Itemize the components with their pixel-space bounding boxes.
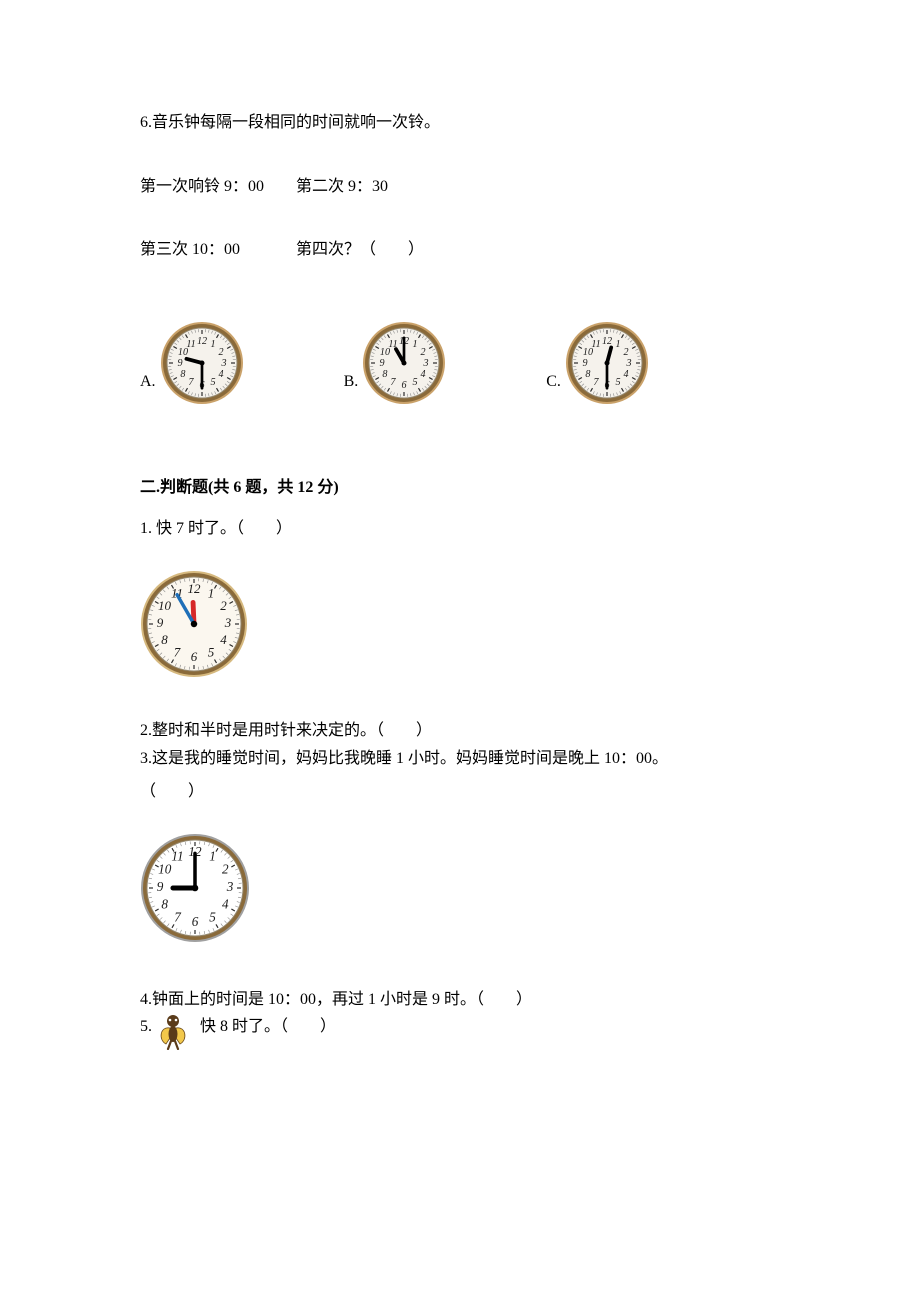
svg-text:8: 8 [585,369,590,380]
q6-ring3: 第三次 10：00 [140,241,240,258]
svg-text:3: 3 [423,358,429,369]
svg-text:3: 3 [226,879,234,894]
svg-text:6: 6 [192,914,199,929]
svg-text:9: 9 [582,358,587,369]
svg-text:11: 11 [171,848,183,863]
svg-text:8: 8 [383,369,388,380]
svg-text:5: 5 [208,644,215,659]
q6-ring1: 第一次响铃 9：00 [140,178,264,195]
q6-option-a: A. 123456789101112 [140,321,244,405]
svg-text:9: 9 [157,879,164,894]
svg-text:4: 4 [623,369,628,380]
q6-option-c: C. 123456789101112 [546,321,649,405]
clock-icon: 123456789101112 [362,321,446,405]
svg-text:1: 1 [208,586,215,601]
q6-option-b: B. 123456789101112 [344,321,447,405]
svg-text:2: 2 [220,598,227,613]
clock-icon: 123456789101112 [140,833,780,943]
s2-q3-blank: （ ） [140,779,780,805]
s2-q5: 5. 快 8 时了。（ ） [140,1014,780,1059]
svg-text:9: 9 [157,615,164,630]
svg-text:9: 9 [177,358,182,369]
svg-text:11: 11 [186,339,195,350]
svg-text:10: 10 [158,598,172,613]
s2-q5-rest: 快 8 时了。（ ） [200,1014,336,1040]
s2-q5-num: 5. [140,1014,152,1040]
svg-text:5: 5 [210,377,215,388]
cartoon-icon [156,1014,190,1059]
q6-ring4: 第四次？（ ） [296,241,424,258]
svg-text:3: 3 [224,615,232,630]
clock-icon: 123456789101112 [140,570,780,678]
svg-text:3: 3 [625,358,631,369]
q6-line2: 第一次响铃 9：00 第二次 9：30 [140,174,780,200]
svg-text:8: 8 [180,369,185,380]
svg-text:10: 10 [158,861,172,876]
s2-q1-text: 1. 快 7 时了。（ ） [140,516,780,542]
svg-text:4: 4 [421,369,426,380]
section2-header: 二.判断题(共 6 题，共 12 分) [140,475,780,501]
svg-text:1: 1 [209,848,216,863]
svg-text:1: 1 [210,339,215,350]
svg-text:8: 8 [161,632,168,647]
svg-text:4: 4 [220,632,227,647]
svg-text:6: 6 [402,380,407,391]
svg-text:2: 2 [623,347,628,358]
svg-text:1: 1 [615,339,620,350]
svg-text:12: 12 [188,581,202,596]
svg-text:5: 5 [209,909,216,924]
svg-text:5: 5 [615,377,620,388]
option-a-label: A. [140,369,156,395]
s2-q3-text: 3.这是我的睡觉时间，妈妈比我晚睡 1 小时。妈妈睡觉时间是晚上 10：00。 [140,746,780,772]
q6-line3: 第三次 10：00 第四次？（ ） [140,237,780,263]
svg-text:7: 7 [174,644,181,659]
s2-q4-text: 4.钟面上的时间是 10：00，再过 1 小时是 9 时。（ ） [140,987,780,1013]
svg-text:8: 8 [161,896,168,911]
svg-text:12: 12 [602,336,612,347]
clock-icon: 123456789101112 [160,321,244,405]
q6-ring2: 第二次 9：30 [296,178,388,195]
svg-text:11: 11 [591,339,600,350]
clock-icon: 123456789101112 [565,321,649,405]
svg-text:5: 5 [413,377,418,388]
q6-line1: 6.音乐钟每隔一段相同的时间就响一次铃。 [140,110,780,136]
svg-text:2: 2 [421,347,426,358]
option-c-label: C. [546,369,561,395]
svg-text:9: 9 [380,358,385,369]
svg-text:2: 2 [218,347,223,358]
s2-q2-text: 2.整时和半时是用时针来决定的。（ ） [140,718,780,744]
svg-text:1: 1 [413,339,418,350]
svg-text:4: 4 [218,369,223,380]
svg-text:6: 6 [191,649,198,664]
svg-text:12: 12 [197,336,207,347]
svg-text:2: 2 [222,861,229,876]
svg-text:3: 3 [220,358,226,369]
svg-text:4: 4 [222,896,229,911]
q6-options: A. 123456789101112 B. 123456789101112 C.… [140,321,780,405]
option-b-label: B. [344,369,359,395]
